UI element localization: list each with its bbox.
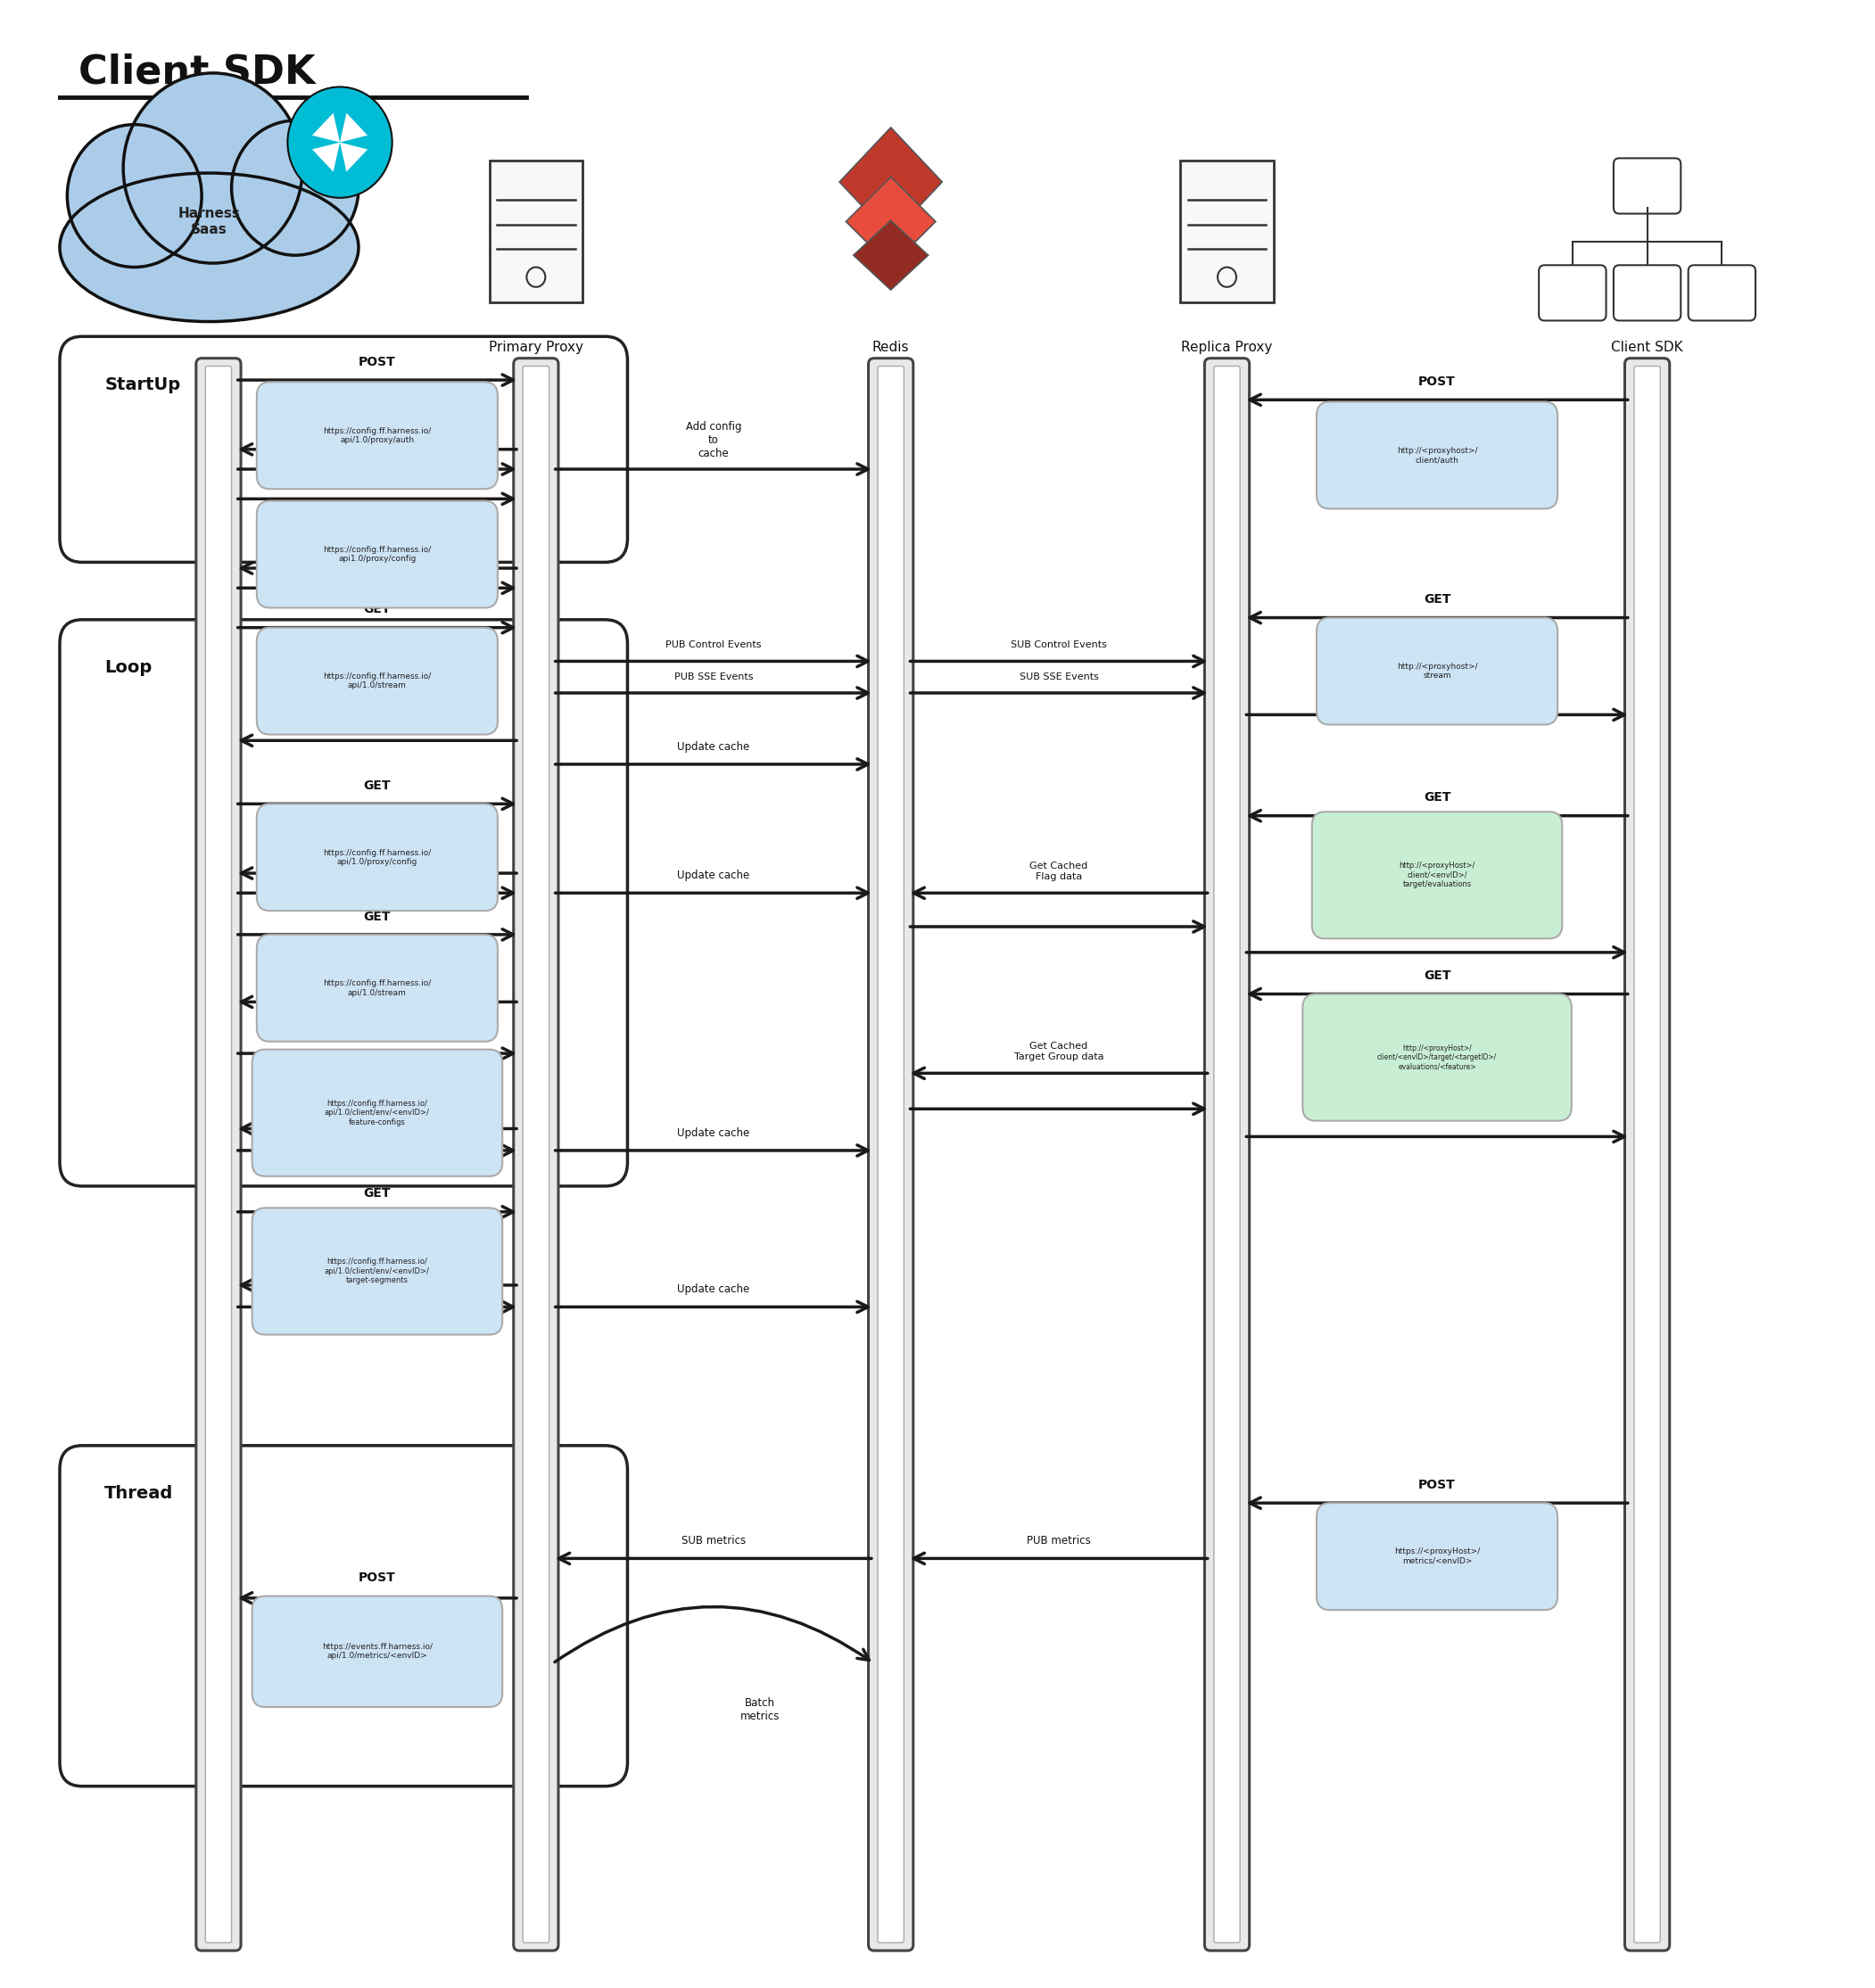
Text: Update cache: Update cache bbox=[677, 742, 750, 751]
FancyBboxPatch shape bbox=[1316, 618, 1558, 726]
Text: SUB metrics: SUB metrics bbox=[681, 1535, 746, 1547]
Text: https://config.ff.harness.io/
api/1.0/stream: https://config.ff.harness.io/ api/1.0/st… bbox=[322, 672, 431, 690]
Text: http://<proxyhost>/
client/auth: http://<proxyhost>/ client/auth bbox=[1397, 447, 1478, 463]
Text: GET: GET bbox=[1423, 791, 1451, 803]
Text: GET: GET bbox=[364, 475, 390, 487]
FancyBboxPatch shape bbox=[489, 161, 583, 302]
Text: Loop: Loop bbox=[105, 660, 152, 676]
Text: Primary Proxy: Primary Proxy bbox=[489, 340, 583, 354]
Text: Replica Proxy: Replica Proxy bbox=[1181, 340, 1273, 354]
Text: http://<proxyHost>/
client/<envID>/
target/evaluations: http://<proxyHost>/ client/<envID>/ targ… bbox=[1399, 863, 1476, 889]
Text: https://config.ff.harness.io/
api/1.0/proxy/auth: https://config.ff.harness.io/ api/1.0/pr… bbox=[322, 427, 431, 443]
Text: https://<proxyHost>/
metrics/<envID>: https://<proxyHost>/ metrics/<envID> bbox=[1395, 1549, 1479, 1565]
Text: https://config.ff.harness.io/
api/1.0/client/env/<envID>/
feature-configs: https://config.ff.harness.io/ api/1.0/cl… bbox=[324, 1099, 429, 1125]
Text: https://config.ff.harness.io/
api/1.0/stream: https://config.ff.harness.io/ api/1.0/st… bbox=[322, 980, 431, 996]
FancyBboxPatch shape bbox=[1303, 994, 1571, 1121]
FancyBboxPatch shape bbox=[1539, 264, 1607, 320]
Text: Thread: Thread bbox=[105, 1485, 174, 1503]
Text: POST: POST bbox=[1419, 1479, 1455, 1491]
Text: http://<proxyhost>/
stream: http://<proxyhost>/ stream bbox=[1397, 662, 1478, 680]
Text: GET: GET bbox=[1423, 592, 1451, 606]
FancyBboxPatch shape bbox=[197, 358, 240, 1950]
FancyBboxPatch shape bbox=[1635, 366, 1659, 1942]
FancyBboxPatch shape bbox=[1204, 358, 1249, 1950]
FancyBboxPatch shape bbox=[1688, 264, 1755, 320]
Text: Get Cached
Flag data: Get Cached Flag data bbox=[1029, 863, 1088, 881]
Text: Harness
Saas: Harness Saas bbox=[178, 207, 240, 237]
Text: StartUp: StartUp bbox=[105, 376, 180, 394]
Text: SUB SSE Events: SUB SSE Events bbox=[1020, 672, 1099, 682]
FancyBboxPatch shape bbox=[257, 382, 497, 489]
Text: Update cache: Update cache bbox=[677, 869, 750, 881]
Polygon shape bbox=[339, 143, 368, 171]
FancyBboxPatch shape bbox=[257, 628, 497, 734]
Polygon shape bbox=[311, 143, 339, 171]
FancyBboxPatch shape bbox=[1316, 1503, 1558, 1610]
Circle shape bbox=[124, 74, 302, 262]
Text: Batch
metrics: Batch metrics bbox=[741, 1698, 780, 1722]
Text: PUB SSE Events: PUB SSE Events bbox=[673, 672, 754, 682]
Circle shape bbox=[231, 121, 358, 254]
Text: Redis: Redis bbox=[872, 340, 909, 354]
Text: Get Cached
Target Group data: Get Cached Target Group data bbox=[1014, 1042, 1104, 1062]
Text: POST: POST bbox=[358, 1573, 396, 1584]
Polygon shape bbox=[846, 177, 936, 266]
FancyBboxPatch shape bbox=[251, 1209, 502, 1334]
FancyBboxPatch shape bbox=[1213, 366, 1239, 1942]
FancyBboxPatch shape bbox=[1614, 264, 1680, 320]
Text: GET: GET bbox=[364, 911, 390, 922]
FancyBboxPatch shape bbox=[868, 358, 913, 1950]
Polygon shape bbox=[840, 127, 941, 237]
FancyBboxPatch shape bbox=[523, 366, 549, 1942]
FancyBboxPatch shape bbox=[1614, 159, 1680, 213]
Text: SUB Control Events: SUB Control Events bbox=[1011, 640, 1106, 650]
Text: GET: GET bbox=[364, 779, 390, 791]
Polygon shape bbox=[339, 113, 368, 143]
Text: GET: GET bbox=[364, 1030, 390, 1042]
FancyBboxPatch shape bbox=[257, 501, 497, 608]
Text: Update cache: Update cache bbox=[677, 1127, 750, 1139]
Text: https://config.ff.harness.io/
api/1.0/client/env/<envID>/
target-segments: https://config.ff.harness.io/ api/1.0/cl… bbox=[324, 1258, 429, 1284]
Text: Add config
to
cache: Add config to cache bbox=[686, 421, 741, 459]
Text: POST: POST bbox=[358, 356, 396, 368]
Text: PUB Control Events: PUB Control Events bbox=[666, 640, 761, 650]
Text: SSE Events: SSE Events bbox=[1410, 694, 1464, 704]
Text: Client SDK: Client SDK bbox=[1611, 340, 1684, 354]
Text: SSE EVENTS: SSE EVENTS bbox=[343, 718, 412, 730]
FancyBboxPatch shape bbox=[878, 366, 904, 1942]
FancyBboxPatch shape bbox=[257, 803, 497, 911]
Text: GET: GET bbox=[364, 602, 390, 616]
FancyBboxPatch shape bbox=[206, 366, 231, 1942]
Polygon shape bbox=[853, 221, 928, 290]
Polygon shape bbox=[311, 113, 339, 143]
FancyBboxPatch shape bbox=[1179, 161, 1273, 302]
Text: POST: POST bbox=[1419, 376, 1455, 388]
FancyBboxPatch shape bbox=[1626, 358, 1669, 1950]
Text: http://<proxyHost>/
client/<envID>/target/<targetID>/
evaluations/<feature>: http://<proxyHost>/ client/<envID>/targe… bbox=[1378, 1044, 1496, 1072]
Ellipse shape bbox=[60, 173, 358, 322]
FancyBboxPatch shape bbox=[251, 1596, 502, 1708]
Text: GET: GET bbox=[1423, 970, 1451, 982]
FancyBboxPatch shape bbox=[514, 358, 559, 1950]
FancyBboxPatch shape bbox=[1316, 402, 1558, 509]
FancyBboxPatch shape bbox=[251, 1050, 502, 1177]
Text: https://config.ff.harness.io/
api1.0/proxy/config: https://config.ff.harness.io/ api1.0/pro… bbox=[322, 545, 431, 563]
Text: GET: GET bbox=[364, 1187, 390, 1201]
Text: https://events.ff.harness.io/
api/1.0/metrics/<envID>: https://events.ff.harness.io/ api/1.0/me… bbox=[322, 1642, 433, 1660]
Text: Client SDK: Client SDK bbox=[79, 54, 315, 91]
FancyBboxPatch shape bbox=[1312, 811, 1562, 938]
Text: PUB metrics: PUB metrics bbox=[1028, 1535, 1091, 1547]
Text: https://config.ff.harness.io/
api/1.0/proxy/config: https://config.ff.harness.io/ api/1.0/pr… bbox=[322, 849, 431, 867]
FancyBboxPatch shape bbox=[257, 934, 497, 1042]
Circle shape bbox=[68, 125, 203, 266]
Circle shape bbox=[287, 87, 392, 199]
Text: Update cache: Update cache bbox=[677, 1284, 750, 1294]
